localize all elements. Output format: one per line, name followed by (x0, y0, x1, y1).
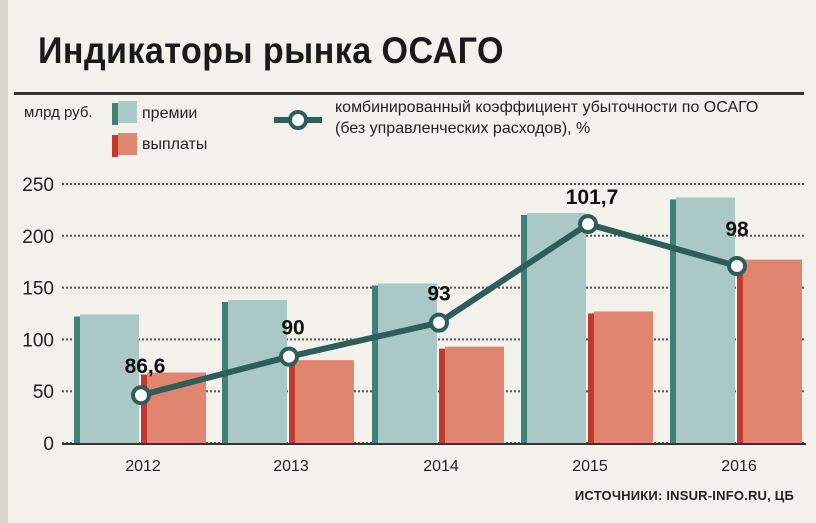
legend-payouts-swatch-side (112, 135, 118, 157)
ratio-point (279, 346, 299, 367)
title-rule (14, 92, 804, 95)
legend-payouts-label: выплаты (142, 136, 208, 153)
ratio-point (578, 214, 598, 235)
y-tick-label: 150 (22, 279, 54, 300)
bar-premiums (676, 197, 735, 443)
bar-premiums-side (670, 199, 676, 443)
ratio-value-label: 93 (427, 283, 450, 306)
legend-premiums-swatch (118, 101, 137, 123)
y-tick-label: 0 (43, 434, 54, 455)
x-tick-label: 2014 (423, 458, 459, 475)
chart-title: Индикаторы рынка ОСАГО (38, 30, 504, 71)
bar-payouts-side (588, 313, 594, 443)
bar-payouts (594, 311, 653, 443)
source-note: ИСТОЧНИКИ: INSUR-INFO.RU, ЦБ (574, 488, 794, 503)
x-tick-label: 2013 (273, 458, 309, 475)
legend-ratio-label-line2: (без управленческих расходов), % (335, 120, 591, 137)
bar-premiums (80, 314, 139, 443)
ratio-point (131, 385, 151, 406)
bar-premiums (378, 283, 437, 443)
x-tick-label: 2016 (721, 458, 757, 475)
bar-payouts-side (439, 348, 445, 443)
bar-premiums (527, 213, 586, 443)
y-tick-label: 250 (22, 175, 54, 196)
bar-premiums-side (372, 285, 378, 443)
bar-payouts (445, 346, 504, 443)
bar-payouts-side (737, 261, 743, 443)
bar-payouts-side (289, 362, 295, 443)
legend-payouts-swatch (118, 133, 137, 155)
ratio-value-label: 98 (725, 218, 749, 241)
y-tick-label: 200 (22, 227, 54, 248)
y-tick-label: 50 (33, 382, 54, 403)
legend-ratio-marker (288, 110, 308, 130)
ratio-point (727, 256, 747, 276)
legend-premiums-label: премии (142, 105, 198, 122)
bar-payouts-side (141, 374, 147, 443)
bar-payouts (743, 259, 802, 443)
bar-payouts (295, 360, 354, 443)
legend-ratio-label-line1: комбинированный коэффициент убыточности … (335, 99, 759, 116)
x-tick-label: 2012 (125, 458, 161, 475)
x-tick-label: 2015 (572, 458, 608, 475)
bar-premiums-side (521, 215, 527, 443)
y-tick-label: 100 (22, 330, 54, 351)
ratio-value-label: 90 (281, 317, 304, 340)
legend-premiums-swatch-side (112, 103, 118, 125)
ratio-point (429, 312, 449, 333)
unit-label: млрд руб. (24, 104, 93, 121)
ratio-value-label: 101,7 (566, 186, 619, 209)
ratio-value-label: 86,6 (125, 355, 166, 378)
bar-premiums-side (74, 316, 80, 443)
